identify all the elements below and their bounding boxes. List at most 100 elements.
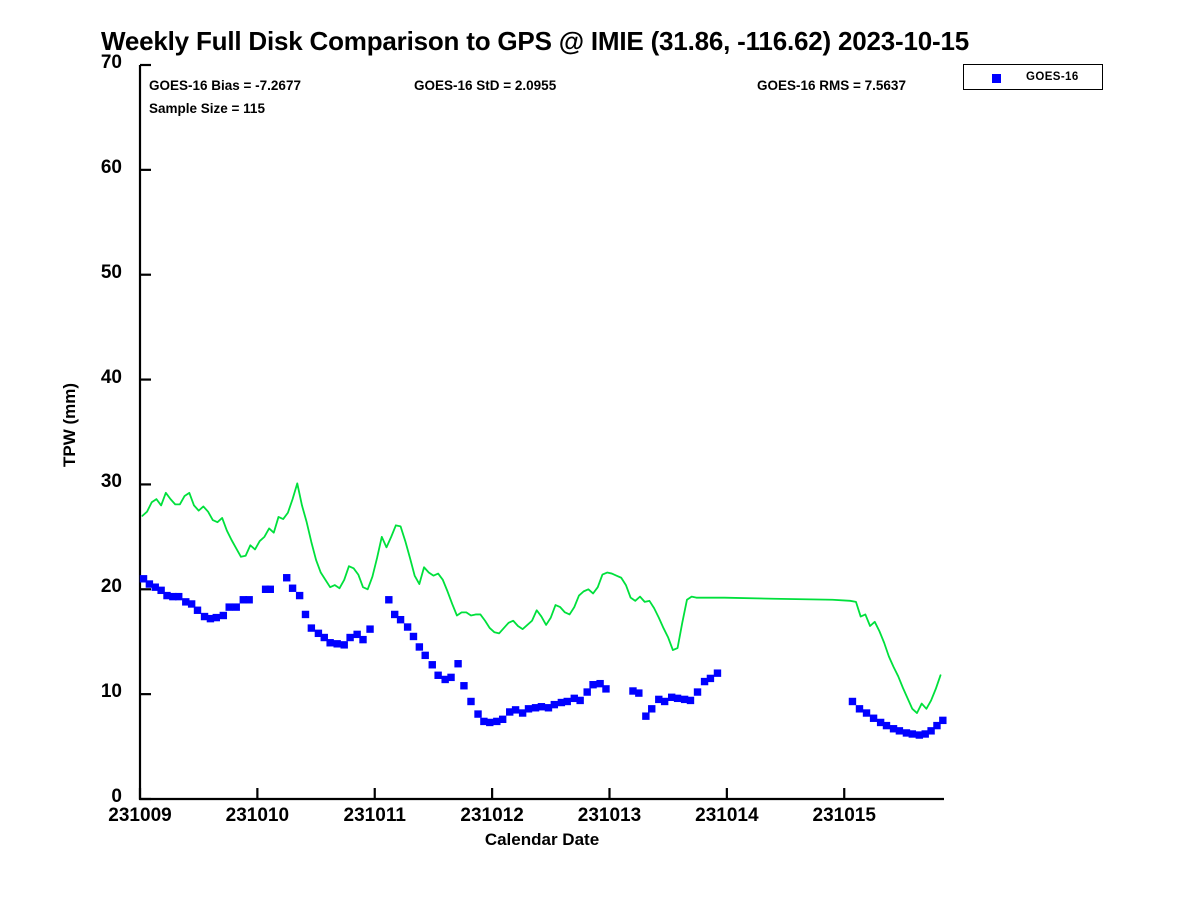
data-point-marker (219, 611, 228, 620)
page-title: Weekly Full Disk Comparison to GPS @ IMI… (101, 26, 969, 56)
data-point-marker (415, 643, 424, 651)
data-point-marker (933, 721, 941, 730)
data-point-marker (157, 586, 165, 595)
data-point-marker (889, 725, 898, 733)
data-point-marker (486, 718, 494, 727)
data-point-marker (353, 630, 361, 639)
data-point-marker (498, 715, 507, 724)
y-axis-tick-label: 50 (100, 261, 122, 283)
data-point-marker (660, 697, 669, 706)
data-point-marker (460, 682, 468, 690)
data-point-marker (212, 613, 220, 622)
data-point-marker (668, 693, 676, 701)
y-axis-tick-label: 30 (100, 471, 122, 493)
data-point-marker (326, 639, 334, 647)
x-axis-label: Calendar Date (484, 830, 600, 849)
data-point-marker (320, 633, 328, 642)
data-point-marker (139, 575, 148, 583)
series-scatter-goes16 (139, 574, 947, 739)
data-point-marker (340, 641, 348, 649)
data-point-marker (366, 625, 374, 633)
x-axis-tick-label: 231014 (695, 805, 759, 826)
legend-label-goes16: GOES-16 (1026, 71, 1079, 83)
data-point-marker (869, 714, 878, 722)
stat-sample-size: Sample Size = 115 (149, 101, 265, 116)
data-point-marker (266, 585, 274, 593)
data-point-marker (434, 671, 442, 679)
data-point-marker (391, 610, 399, 619)
x-axis-tick-label: 231010 (225, 805, 290, 826)
x-axis-tick-label: 231015 (812, 805, 876, 826)
data-point-marker (307, 624, 316, 632)
data-point-marker (550, 700, 559, 709)
data-point-marker (642, 712, 650, 720)
data-point-marker (680, 695, 689, 704)
data-point-marker (151, 583, 159, 591)
data-point-marker (206, 614, 215, 623)
x-axis-tick-label: 231011 (343, 805, 406, 826)
data-point-marker (700, 677, 709, 686)
data-point-marker (602, 685, 610, 693)
legend: GOES-16 (963, 64, 1103, 90)
data-point-marker (576, 696, 584, 705)
data-point-marker (902, 729, 911, 737)
data-point-marker (175, 592, 183, 601)
data-point-marker (261, 585, 270, 593)
stat-bias: GOES-16 Bias = -7.2677 (149, 78, 301, 93)
data-point-marker (518, 709, 527, 717)
y-axis-tick-label: 60 (100, 156, 122, 178)
x-axis-tick-label: 231012 (460, 805, 524, 826)
data-point-marker (915, 731, 924, 739)
data-point-marker (939, 716, 947, 725)
data-point-marker (403, 623, 412, 631)
data-point-marker (506, 708, 514, 716)
data-point-marker (480, 717, 488, 726)
data-point-marker (232, 603, 240, 611)
data-point-marker (441, 675, 449, 684)
data-point-marker (245, 596, 253, 604)
data-point-marker (876, 718, 885, 727)
data-point-marker (288, 584, 297, 592)
data-point-marker (583, 688, 591, 696)
data-point-marker (182, 598, 190, 606)
data-point-marker (713, 669, 722, 677)
data-point-marker (895, 727, 904, 735)
data-point-marker (693, 688, 702, 696)
data-point-marker (882, 721, 891, 730)
data-point-marker (511, 706, 520, 714)
x-axis-tick-label: 231013 (577, 805, 642, 826)
data-point-marker (921, 730, 929, 738)
data-point-marker (855, 705, 864, 713)
data-point-marker (557, 698, 566, 707)
data-point-marker (454, 660, 462, 668)
y-axis-tick-label: 20 (100, 576, 122, 598)
data-point-marker (927, 727, 935, 735)
data-point-marker (193, 606, 202, 614)
data-point-marker (346, 633, 354, 642)
data-point-marker (673, 694, 682, 703)
stat-rms: GOES-16 RMS = 7.5637 (757, 78, 906, 93)
data-point-marker (474, 710, 482, 718)
data-point-marker (596, 679, 604, 688)
data-point-marker (629, 687, 637, 695)
y-axis-tick-label: 0 (111, 786, 122, 807)
y-axis-tick-label: 70 (100, 52, 122, 73)
data-point-marker (908, 730, 917, 738)
data-point-marker (570, 694, 578, 703)
data-point-marker (187, 600, 196, 608)
data-point-marker (848, 697, 857, 706)
y-axis-tick-label: 40 (100, 366, 122, 388)
data-point-marker (421, 651, 429, 660)
stat-std: GOES-16 StD = 2.0955 (414, 78, 557, 93)
data-point-marker (467, 697, 475, 706)
data-point-marker (447, 673, 455, 682)
data-point-marker (493, 717, 501, 726)
data-point-marker (428, 661, 436, 669)
data-point-marker (537, 703, 546, 711)
data-point-marker (531, 704, 540, 712)
axis-spine (138, 65, 944, 801)
data-point-marker (283, 574, 291, 582)
data-point-marker (544, 704, 553, 712)
